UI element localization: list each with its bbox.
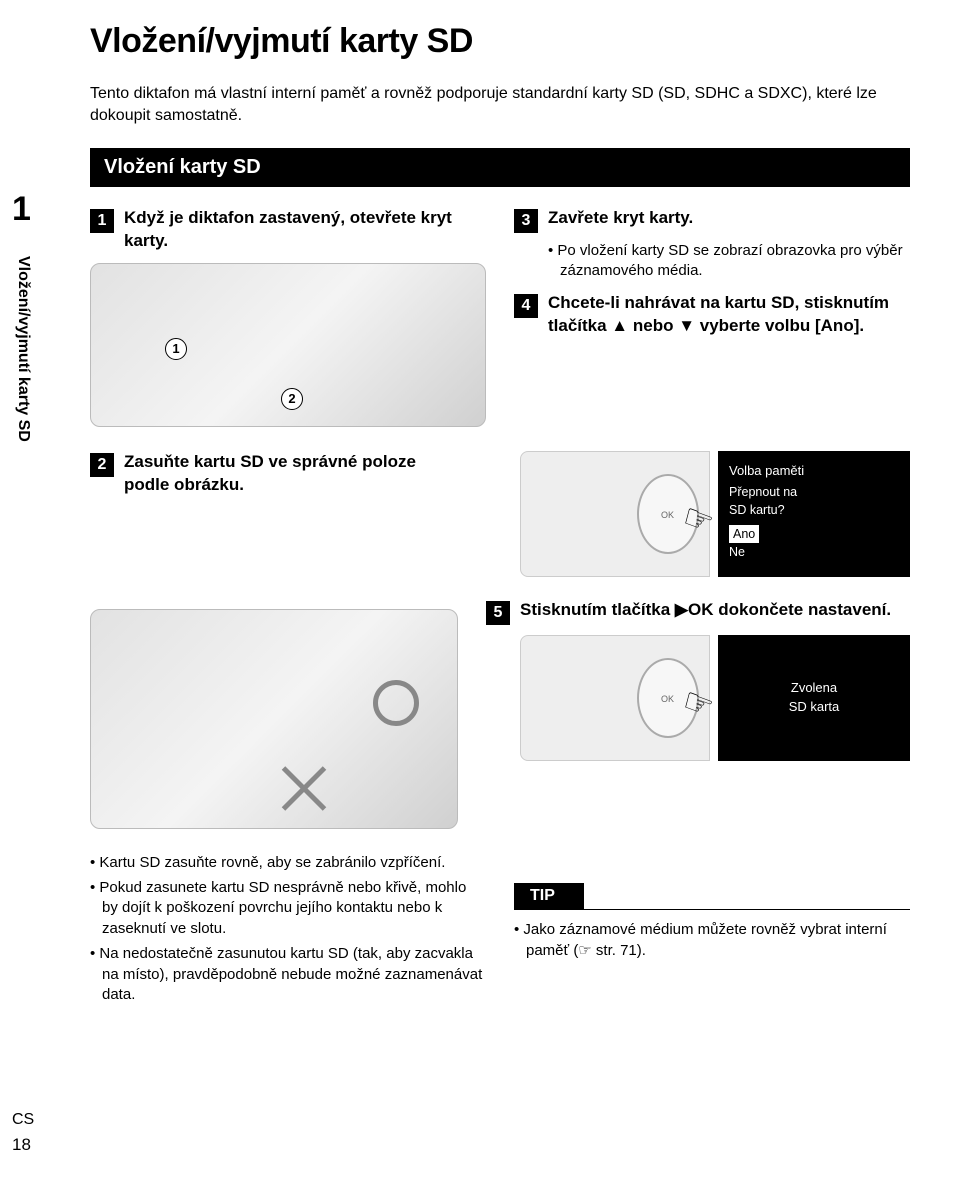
chapter-number: 1 [12,192,31,226]
screen1-option-no: Ne [729,543,899,561]
tip-body: Jako záznamové médium můžete rovněž vybr… [514,920,910,961]
lang-code: CS [12,1108,34,1132]
screen2-line1: Zvolena [791,679,837,698]
screen1-option-yes: Ano [729,525,759,543]
device-illustration-2: ☜ [520,635,710,761]
step-number-2: 2 [90,453,114,477]
step-text-3: Zavřete kryt karty. [548,207,693,230]
device-illustration-1: ☜ [520,451,710,577]
notes-list: Kartu SD zasuňte rovně, aby se zabránilo… [90,853,486,1006]
callout-1: 1 [165,338,187,360]
sidebar-vertical-label: Vložení/vyjmutí karty SD [14,256,32,442]
illustration-open-cover: 1 2 [90,263,486,427]
ok-mark-icon [373,680,419,726]
note-3: Na nedostatečně zasunutou kartu SD (tak,… [90,944,486,1006]
step-number-4: 4 [514,294,538,318]
page-footer: CS 18 [12,1108,34,1158]
page-number: 18 [12,1132,34,1158]
note-1: Kartu SD zasuňte rovně, aby se zabránilo… [90,853,486,874]
screen1-title: Volba paměti [729,462,899,481]
step-text-1: Když je diktafon zastavený, otevřete kry… [124,207,486,253]
callout-2: 2 [281,388,303,410]
step-number-3: 3 [514,209,538,233]
illustration-insert-card [90,609,458,829]
page-title: Vložení/vyjmutí karty SD [90,22,912,61]
note-2: Pokud zasunete kartu SD nesprávně nebo k… [90,878,486,940]
lcd-screen-memory-select: Volba paměti Přepnout na SD kartu? Ano N… [718,451,910,577]
step-number-5: 5 [486,601,510,625]
section-heading: Vložení karty SD [90,148,910,187]
step-text-5: Stisknutím tlačítka ▶OK dokončete nastav… [520,599,891,622]
screen2-line2: SD karta [789,698,840,717]
x-mark-icon [281,766,327,812]
step-number-1: 1 [90,209,114,233]
screen1-line1: Přepnout na [729,483,899,501]
tip-label: TIP [514,883,584,909]
intro-paragraph: Tento diktafon má vlastní interní paměť … [90,83,912,126]
step-text-2: Zasuňte kartu SD ve správné poloze podle… [124,451,458,497]
step-3-sub: Po vložení karty SD se zobrazí obrazovka… [548,241,910,282]
tip-divider [514,909,910,910]
step-text-4: Chcete-li nahrávat na kartu SD, stisknut… [548,292,910,338]
lcd-screen-sd-selected: Zvolena SD karta [718,635,910,761]
screen1-line2: SD kartu? [729,501,899,519]
